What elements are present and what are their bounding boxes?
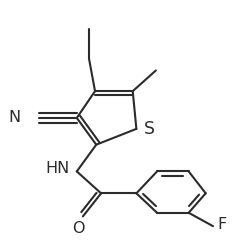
Text: F: F xyxy=(217,217,227,232)
Text: O: O xyxy=(72,221,85,236)
Text: N: N xyxy=(9,110,21,125)
Text: HN: HN xyxy=(45,161,69,176)
Text: S: S xyxy=(144,120,155,138)
